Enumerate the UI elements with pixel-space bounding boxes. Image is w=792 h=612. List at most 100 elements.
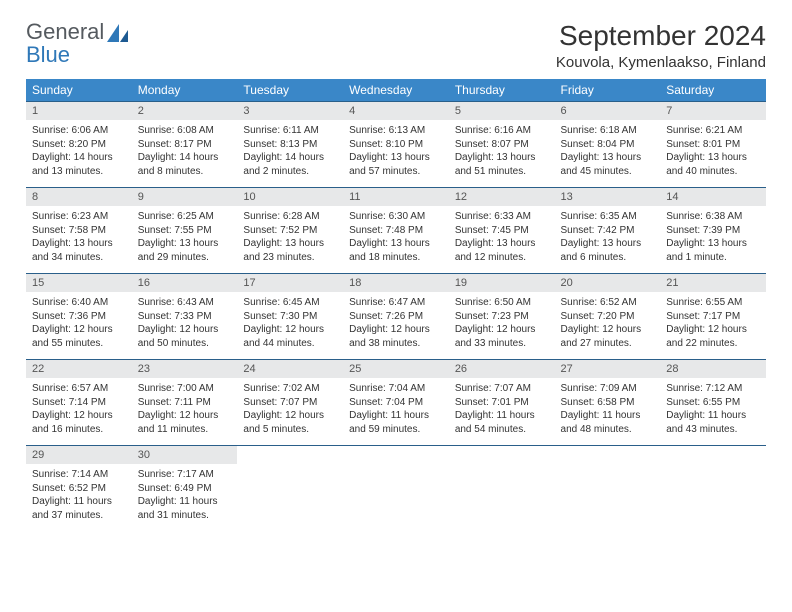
day-body: Sunrise: 6:08 AMSunset: 8:17 PMDaylight:… bbox=[132, 120, 238, 184]
calendar-cell: 1Sunrise: 6:06 AMSunset: 8:20 PMDaylight… bbox=[26, 102, 132, 188]
day-number: 16 bbox=[132, 274, 238, 292]
daylight-line: Daylight: 13 hours and 12 minutes. bbox=[455, 237, 549, 264]
daylight-line: Daylight: 12 hours and 5 minutes. bbox=[243, 409, 337, 436]
daylight-line: Daylight: 13 hours and 6 minutes. bbox=[561, 237, 655, 264]
calendar-cell: 9Sunrise: 6:25 AMSunset: 7:55 PMDaylight… bbox=[132, 188, 238, 274]
day-body: Sunrise: 6:38 AMSunset: 7:39 PMDaylight:… bbox=[660, 206, 766, 270]
calendar-cell: 28Sunrise: 7:12 AMSunset: 6:55 PMDayligh… bbox=[660, 360, 766, 446]
calendar-cell: 6Sunrise: 6:18 AMSunset: 8:04 PMDaylight… bbox=[555, 102, 661, 188]
day-body: Sunrise: 6:45 AMSunset: 7:30 PMDaylight:… bbox=[237, 292, 343, 356]
day-body: Sunrise: 7:17 AMSunset: 6:49 PMDaylight:… bbox=[132, 464, 238, 528]
sunset-line: Sunset: 7:55 PM bbox=[138, 224, 232, 238]
calendar-cell: 2Sunrise: 6:08 AMSunset: 8:17 PMDaylight… bbox=[132, 102, 238, 188]
sunset-line: Sunset: 6:55 PM bbox=[666, 396, 760, 410]
calendar-cell: 3Sunrise: 6:11 AMSunset: 8:13 PMDaylight… bbox=[237, 102, 343, 188]
daylight-line: Daylight: 12 hours and 50 minutes. bbox=[138, 323, 232, 350]
day-body: Sunrise: 7:00 AMSunset: 7:11 PMDaylight:… bbox=[132, 378, 238, 442]
calendar-cell: 7Sunrise: 6:21 AMSunset: 8:01 PMDaylight… bbox=[660, 102, 766, 188]
sunset-line: Sunset: 8:13 PM bbox=[243, 138, 337, 152]
sunset-line: Sunset: 7:26 PM bbox=[349, 310, 443, 324]
day-body: Sunrise: 6:25 AMSunset: 7:55 PMDaylight:… bbox=[132, 206, 238, 270]
day-body: Sunrise: 6:33 AMSunset: 7:45 PMDaylight:… bbox=[449, 206, 555, 270]
day-body: Sunrise: 6:50 AMSunset: 7:23 PMDaylight:… bbox=[449, 292, 555, 356]
sunrise-line: Sunrise: 7:14 AM bbox=[32, 468, 126, 482]
day-number: 13 bbox=[555, 188, 661, 206]
day-body: Sunrise: 6:06 AMSunset: 8:20 PMDaylight:… bbox=[26, 120, 132, 184]
day-number: 29 bbox=[26, 446, 132, 464]
day-header: Friday bbox=[555, 79, 661, 102]
daylight-line: Daylight: 13 hours and 51 minutes. bbox=[455, 151, 549, 178]
daylight-line: Daylight: 12 hours and 44 minutes. bbox=[243, 323, 337, 350]
title-block: September 2024 Kouvola, Kymenlaakso, Fin… bbox=[556, 20, 766, 71]
day-number: 9 bbox=[132, 188, 238, 206]
calendar-cell: 12Sunrise: 6:33 AMSunset: 7:45 PMDayligh… bbox=[449, 188, 555, 274]
sunrise-line: Sunrise: 7:17 AM bbox=[138, 468, 232, 482]
daylight-line: Daylight: 11 hours and 43 minutes. bbox=[666, 409, 760, 436]
sunrise-line: Sunrise: 6:55 AM bbox=[666, 296, 760, 310]
day-number: 6 bbox=[555, 102, 661, 120]
sunrise-line: Sunrise: 6:40 AM bbox=[32, 296, 126, 310]
sunrise-line: Sunrise: 6:23 AM bbox=[32, 210, 126, 224]
calendar-cell: .. bbox=[237, 446, 343, 532]
day-number: 27 bbox=[555, 360, 661, 378]
calendar-cell: 18Sunrise: 6:47 AMSunset: 7:26 PMDayligh… bbox=[343, 274, 449, 360]
sunrise-line: Sunrise: 7:04 AM bbox=[349, 382, 443, 396]
sunset-line: Sunset: 7:11 PM bbox=[138, 396, 232, 410]
daylight-line: Daylight: 14 hours and 8 minutes. bbox=[138, 151, 232, 178]
sunrise-line: Sunrise: 6:08 AM bbox=[138, 124, 232, 138]
day-number: 30 bbox=[132, 446, 238, 464]
calendar-cell: 8Sunrise: 6:23 AMSunset: 7:58 PMDaylight… bbox=[26, 188, 132, 274]
day-number: 15 bbox=[26, 274, 132, 292]
day-body: Sunrise: 7:09 AMSunset: 6:58 PMDaylight:… bbox=[555, 378, 661, 442]
page-title: September 2024 bbox=[556, 20, 766, 52]
sunrise-line: Sunrise: 6:28 AM bbox=[243, 210, 337, 224]
sunrise-line: Sunrise: 6:30 AM bbox=[349, 210, 443, 224]
sunrise-line: Sunrise: 6:13 AM bbox=[349, 124, 443, 138]
daylight-line: Daylight: 13 hours and 57 minutes. bbox=[349, 151, 443, 178]
calendar-cell: 21Sunrise: 6:55 AMSunset: 7:17 PMDayligh… bbox=[660, 274, 766, 360]
day-body: Sunrise: 6:40 AMSunset: 7:36 PMDaylight:… bbox=[26, 292, 132, 356]
calendar-cell: .. bbox=[343, 446, 449, 532]
sunrise-line: Sunrise: 7:09 AM bbox=[561, 382, 655, 396]
calendar-cell: 24Sunrise: 7:02 AMSunset: 7:07 PMDayligh… bbox=[237, 360, 343, 446]
day-number: 11 bbox=[343, 188, 449, 206]
day-body: Sunrise: 6:16 AMSunset: 8:07 PMDaylight:… bbox=[449, 120, 555, 184]
day-body: Sunrise: 6:30 AMSunset: 7:48 PMDaylight:… bbox=[343, 206, 449, 270]
day-body: Sunrise: 6:43 AMSunset: 7:33 PMDaylight:… bbox=[132, 292, 238, 356]
sunrise-line: Sunrise: 6:47 AM bbox=[349, 296, 443, 310]
calendar-cell: 5Sunrise: 6:16 AMSunset: 8:07 PMDaylight… bbox=[449, 102, 555, 188]
calendar-cell: 25Sunrise: 7:04 AMSunset: 7:04 PMDayligh… bbox=[343, 360, 449, 446]
sunrise-line: Sunrise: 6:35 AM bbox=[561, 210, 655, 224]
calendar-cell: .. bbox=[555, 446, 661, 532]
day-number: 5 bbox=[449, 102, 555, 120]
sunrise-line: Sunrise: 6:50 AM bbox=[455, 296, 549, 310]
day-header: Monday bbox=[132, 79, 238, 102]
daylight-line: Daylight: 12 hours and 16 minutes. bbox=[32, 409, 126, 436]
day-number: 26 bbox=[449, 360, 555, 378]
day-number: 21 bbox=[660, 274, 766, 292]
day-number: 8 bbox=[26, 188, 132, 206]
calendar-cell: .. bbox=[660, 446, 766, 532]
day-number: 20 bbox=[555, 274, 661, 292]
day-body: Sunrise: 6:11 AMSunset: 8:13 PMDaylight:… bbox=[237, 120, 343, 184]
sunset-line: Sunset: 8:07 PM bbox=[455, 138, 549, 152]
daylight-line: Daylight: 11 hours and 48 minutes. bbox=[561, 409, 655, 436]
sunset-line: Sunset: 7:14 PM bbox=[32, 396, 126, 410]
day-header: Sunday bbox=[26, 79, 132, 102]
calendar-cell: 19Sunrise: 6:50 AMSunset: 7:23 PMDayligh… bbox=[449, 274, 555, 360]
daylight-line: Daylight: 14 hours and 2 minutes. bbox=[243, 151, 337, 178]
sunrise-line: Sunrise: 6:21 AM bbox=[666, 124, 760, 138]
calendar-table: SundayMondayTuesdayWednesdayThursdayFrid… bbox=[26, 79, 766, 532]
sunrise-line: Sunrise: 6:43 AM bbox=[138, 296, 232, 310]
daylight-line: Daylight: 13 hours and 34 minutes. bbox=[32, 237, 126, 264]
daylight-line: Daylight: 11 hours and 31 minutes. bbox=[138, 495, 232, 522]
daylight-line: Daylight: 13 hours and 23 minutes. bbox=[243, 237, 337, 264]
sunset-line: Sunset: 8:17 PM bbox=[138, 138, 232, 152]
sunset-line: Sunset: 7:20 PM bbox=[561, 310, 655, 324]
day-body: Sunrise: 6:57 AMSunset: 7:14 PMDaylight:… bbox=[26, 378, 132, 442]
sunset-line: Sunset: 7:42 PM bbox=[561, 224, 655, 238]
day-body: Sunrise: 7:14 AMSunset: 6:52 PMDaylight:… bbox=[26, 464, 132, 528]
day-number: 14 bbox=[660, 188, 766, 206]
day-body: Sunrise: 6:47 AMSunset: 7:26 PMDaylight:… bbox=[343, 292, 449, 356]
day-header: Wednesday bbox=[343, 79, 449, 102]
